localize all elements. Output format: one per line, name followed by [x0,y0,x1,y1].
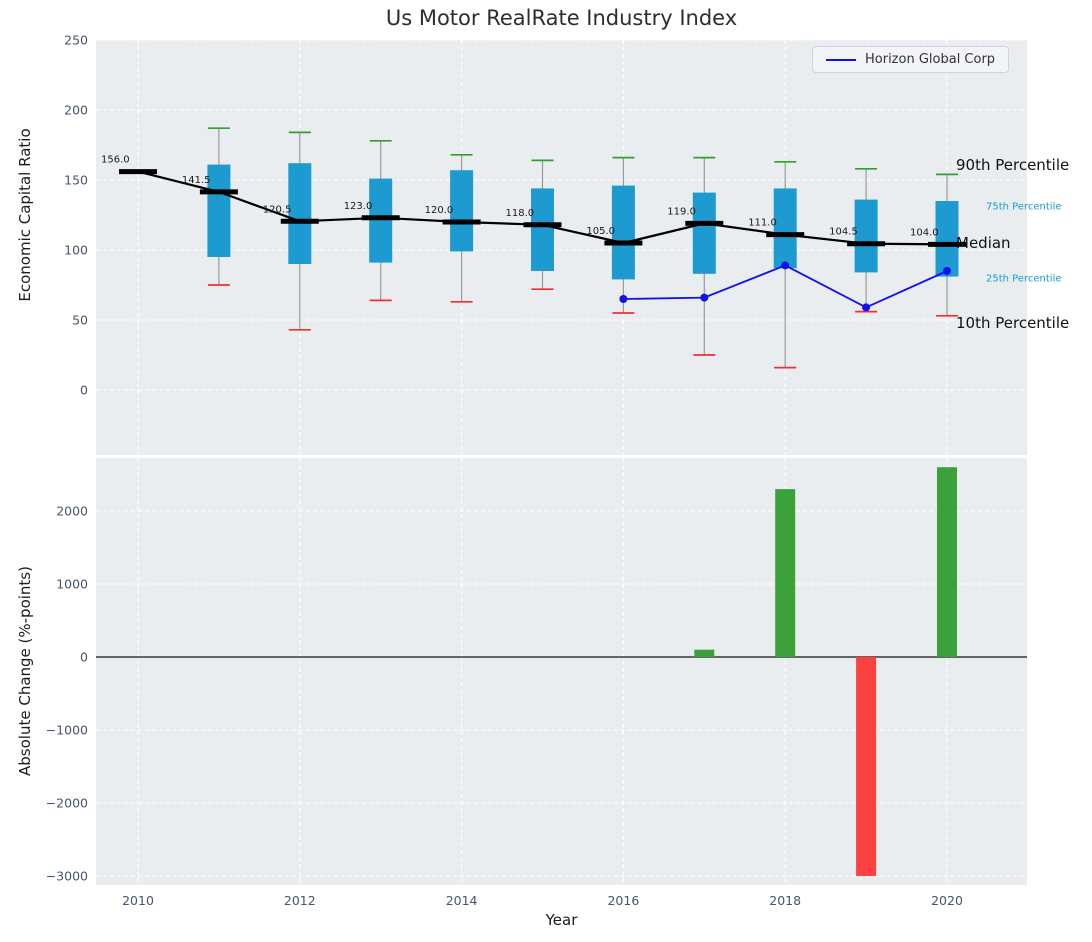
median-value-label: 111.0 [748,218,777,229]
median-value-label: 123.0 [344,201,373,212]
annotation-90th-percentile: 90th Percentile [956,155,1070,174]
median-value-label: 119.0 [667,206,696,217]
median-value-label: 120.5 [263,204,292,215]
company-marker [862,303,871,312]
change-bar [856,657,877,876]
y-tick-label: 200 [64,103,88,118]
x-tick-label: 2018 [769,893,801,908]
y-tick-label: 0 [80,383,88,398]
y-tick-label: −3000 [46,869,88,884]
y-tick-label: 150 [64,173,88,188]
y-tick-label: 50 [72,313,88,328]
median-value-label: 118.0 [506,208,535,219]
iqr-box [854,199,878,273]
iqr-box [207,164,231,257]
iqr-box [935,201,959,277]
company-marker [619,295,628,303]
company-marker [700,293,709,302]
annotation-25th-percentile: 25th Percentile [986,273,1062,285]
x-axis-label: Year [545,911,578,929]
median-value-label: 156.0 [101,155,130,166]
iqr-box [450,170,474,252]
y-tick-label: 100 [64,243,88,258]
y-tick-label: −2000 [46,796,88,811]
x-tick-label: 2014 [446,893,478,908]
y-tick-label: 0 [80,650,88,665]
iqr-box [288,163,312,264]
iqr-box [531,188,554,271]
y-tick-label: −1000 [46,723,88,738]
change-bar [694,649,715,657]
change-bar [775,489,796,657]
y-tick-label: 2000 [56,504,88,519]
top-panel-background [96,40,1027,455]
iqr-box [369,178,393,263]
y-tick-label: 1000 [56,577,88,592]
median-value-label: 120.0 [425,205,454,216]
chart-title: Us Motor RealRate Industry Index [385,6,738,30]
median-value-label: 104.0 [910,227,939,238]
legend-label: Horizon Global Corp [865,52,996,67]
x-tick-label: 2020 [931,893,963,908]
median-value-label: 104.5 [829,227,858,238]
annotation-median: Median [956,234,1011,252]
change-bar [937,467,957,657]
legend: Horizon Global Corp [812,46,1010,73]
y-tick-label: 250 [64,33,88,48]
x-tick-label: 2010 [122,893,154,908]
x-tick-label: 2016 [607,893,639,908]
annotation-75th-percentile: 75th Percentile [986,201,1062,213]
iqr-box [692,192,716,274]
company-marker [943,267,951,275]
y-axis-label-bottom: Absolute Change (%-points) [16,566,34,776]
x-tick-label: 2012 [284,893,316,908]
median-value-label: 141.5 [182,175,211,186]
legend-line-swatch [826,58,856,61]
annotation-10th-percentile: 10th Percentile [956,313,1070,332]
bottom-panel-background [96,458,1027,885]
iqr-box [611,185,635,280]
iqr-box [773,188,797,269]
median-value-label: 105.0 [586,226,615,237]
y-axis-label-top: Economic Capital Ratio [16,128,34,302]
company-marker [781,261,790,270]
